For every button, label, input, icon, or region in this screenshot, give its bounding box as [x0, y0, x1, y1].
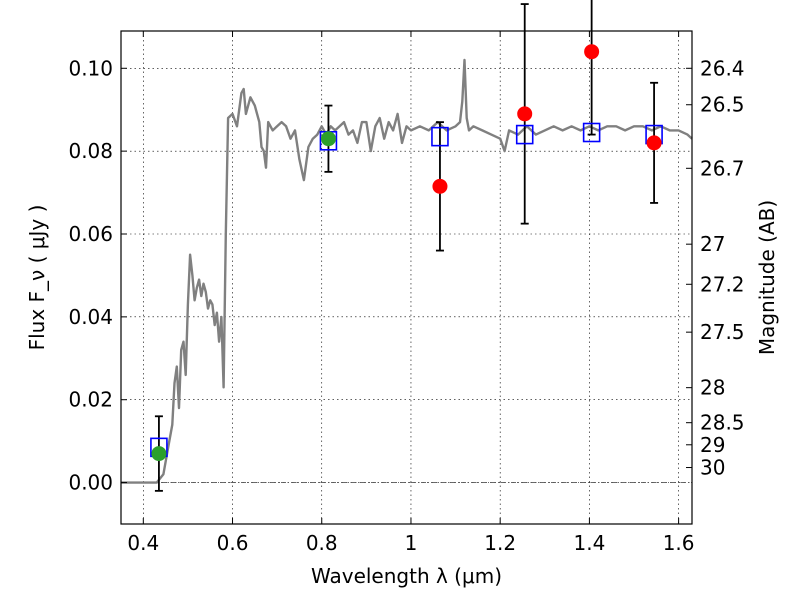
x-axis-ticks: 0.4 0.6 0.8 1 1.2 1.4 1.6 — [127, 31, 695, 555]
y-tick-label: 0.02 — [68, 388, 113, 412]
right-tick-label: 26.7 — [700, 156, 745, 180]
circle-marker — [320, 131, 336, 147]
y-tick-label: 0.04 — [68, 305, 113, 329]
circle-marker — [584, 44, 600, 60]
circle-marker — [646, 135, 662, 151]
y-tick-label: 0.10 — [68, 56, 113, 80]
y-axis-ticks: 0.00 0.02 0.04 0.06 0.08 0.10 — [68, 56, 127, 495]
square-marker — [582, 122, 601, 143]
x-tick-label: 1.6 — [663, 531, 695, 555]
grid — [121, 31, 692, 524]
data-markers — [150, 44, 663, 462]
right-tick-label: 26.4 — [700, 56, 745, 80]
right-tick-label: 30 — [700, 456, 725, 480]
model-spectrum — [121, 58, 693, 484]
right-tick-label: 29 — [700, 433, 725, 457]
right-tick-label: 26.5 — [700, 93, 745, 117]
square-marker — [431, 126, 449, 147]
plot-frame — [120, 30, 693, 525]
x-tick-label: 0.8 — [306, 531, 338, 555]
circle-marker — [517, 106, 533, 122]
spectrum-line — [121, 58, 693, 484]
right-tick-label: 28 — [700, 376, 725, 400]
y-tick-label: 0.06 — [68, 222, 113, 246]
circle-marker — [151, 446, 167, 462]
error-bars — [154, 0, 659, 492]
y-axis-label: Flux F_ν ( μJy ) — [25, 205, 49, 351]
x-tick-label: 0.6 — [217, 531, 249, 555]
right-axis-label: Magnitude (AB) — [755, 200, 779, 355]
right-tick-label: 28.5 — [700, 411, 745, 435]
x-axis-label: Wavelength λ (μm) — [311, 564, 502, 588]
circle-marker — [432, 178, 448, 194]
square-marker — [515, 124, 534, 145]
x-tick-label: 1.4 — [573, 531, 605, 555]
right-tick-label: 27.2 — [700, 272, 745, 296]
x-tick-label: 0.4 — [127, 531, 159, 555]
y-tick-label: 0.00 — [68, 471, 113, 495]
x-tick-label: 1.2 — [484, 531, 516, 555]
right-tick-label: 27.5 — [700, 320, 745, 344]
y-tick-label: 0.08 — [68, 139, 113, 163]
right-tick-label: 27 — [700, 232, 725, 256]
x-tick-label: 1 — [405, 531, 418, 555]
